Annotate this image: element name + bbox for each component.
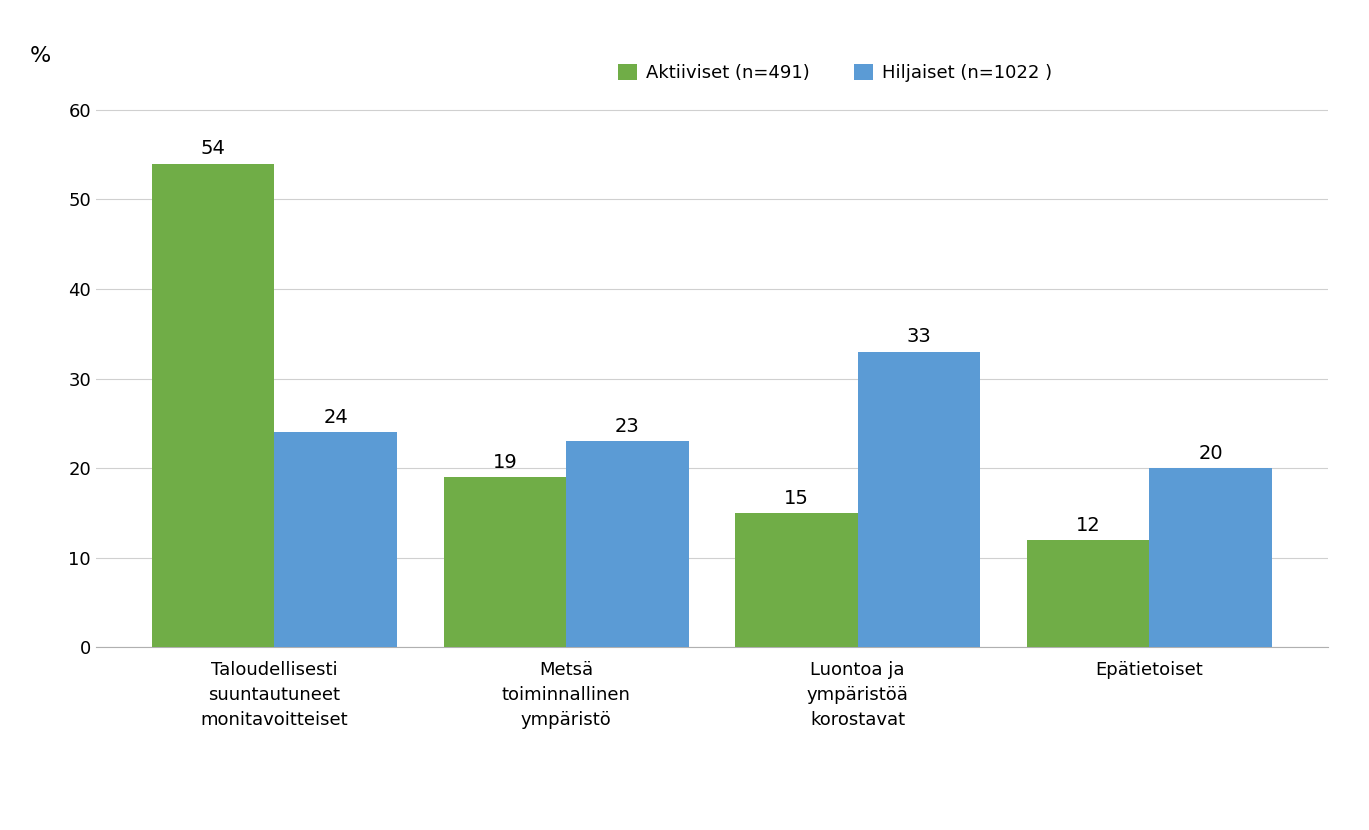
Bar: [735, 513, 858, 647]
Bar: [274, 432, 397, 647]
Text: 54: 54: [201, 139, 226, 159]
Y-axis label: %: %: [30, 46, 51, 66]
Bar: [152, 164, 274, 647]
Bar: [1027, 540, 1150, 647]
Text: 33: 33: [906, 327, 931, 346]
Bar: [444, 477, 565, 647]
Bar: [858, 352, 980, 647]
Text: 20: 20: [1198, 444, 1223, 463]
Bar: [1150, 468, 1272, 647]
Text: 12: 12: [1076, 515, 1101, 535]
Text: 19: 19: [493, 453, 517, 471]
Text: 23: 23: [615, 417, 639, 436]
Text: 15: 15: [784, 489, 809, 508]
Text: 24: 24: [323, 408, 348, 427]
Bar: [565, 442, 689, 647]
Legend: Aktiiviset (n=491), Hiljaiset (n=1022 ): Aktiiviset (n=491), Hiljaiset (n=1022 ): [619, 64, 1051, 82]
